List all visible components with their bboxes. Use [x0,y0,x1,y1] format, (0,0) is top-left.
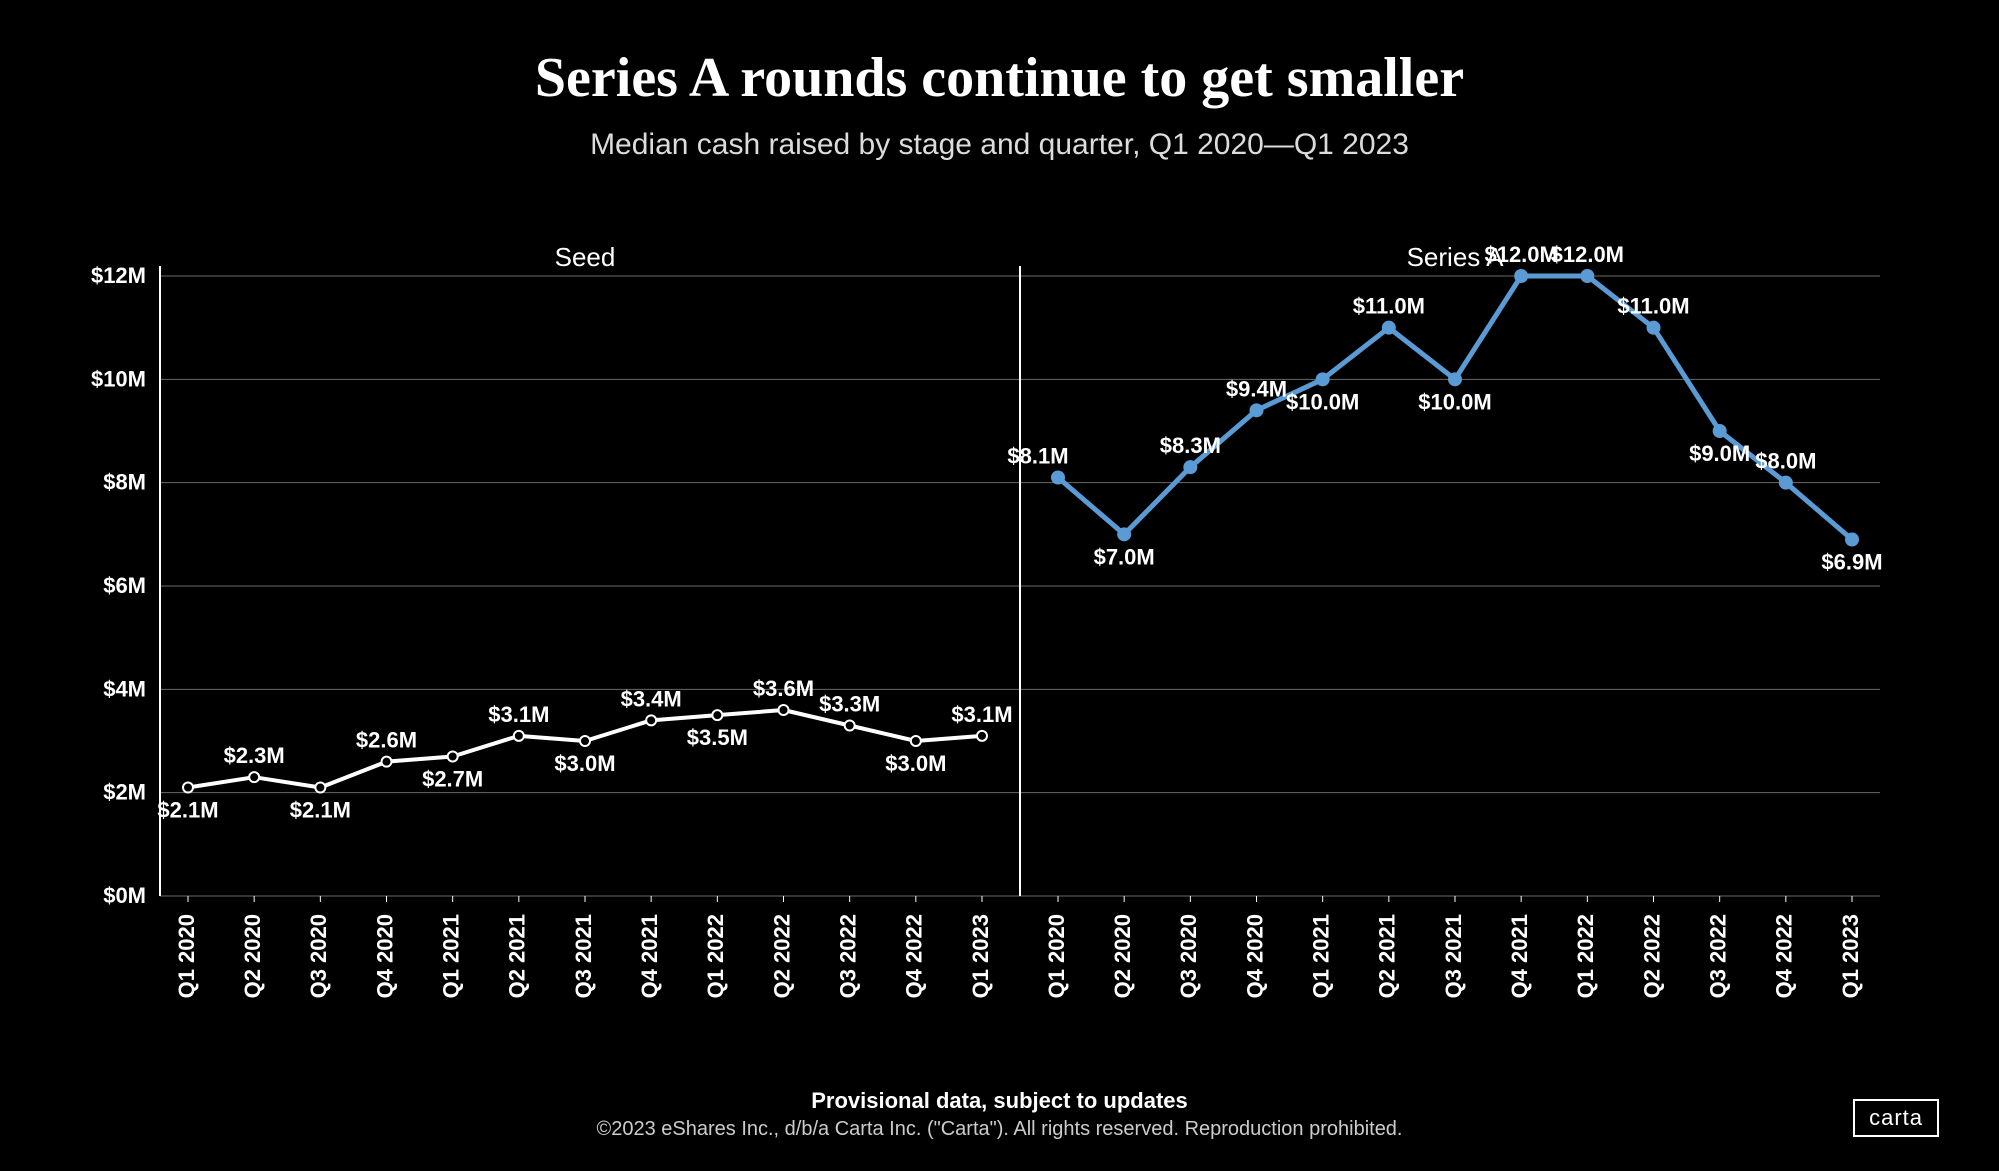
svg-text:$3.3M: $3.3M [819,692,880,717]
svg-text:Q1 2021: Q1 2021 [1308,914,1333,998]
svg-text:$2.6M: $2.6M [356,728,417,753]
svg-text:$10.0M: $10.0M [1418,389,1491,414]
svg-text:Q4 2020: Q4 2020 [372,914,397,998]
svg-text:Q1 2022: Q1 2022 [703,914,728,998]
svg-text:$2.1M: $2.1M [157,798,218,823]
svg-text:Q3 2022: Q3 2022 [835,914,860,998]
chart-area: $0M$2M$4M$6M$8M$10M$12MSeed$2.1M$2.3M$2.… [160,246,1920,986]
chart-subtitle: Median cash raised by stage and quarter,… [0,128,1999,162]
svg-text:Q2 2020: Q2 2020 [240,914,265,998]
svg-text:Q2 2022: Q2 2022 [769,914,794,998]
svg-text:$11.0M: $11.0M [1353,294,1425,319]
svg-text:Q1 2021: Q1 2021 [438,914,463,998]
svg-text:Q1 2020: Q1 2020 [1044,914,1069,998]
svg-text:Q2 2021: Q2 2021 [1375,914,1400,998]
svg-text:$3.1M: $3.1M [951,702,1012,727]
svg-text:$8.3M: $8.3M [1160,433,1221,458]
svg-text:Q2 2020: Q2 2020 [1110,914,1135,998]
svg-text:$8M: $8M [103,470,146,495]
chart-title: Series A rounds continue to get smaller [0,46,1999,110]
footer-copyright: ©2023 eShares Inc., d/b/a Carta Inc. ("C… [0,1118,1999,1141]
svg-text:$6.9M: $6.9M [1821,550,1882,575]
svg-text:$3.0M: $3.0M [554,751,615,776]
svg-text:$8.0M: $8.0M [1755,449,1816,474]
svg-text:$12.0M: $12.0M [1484,242,1557,267]
chart-footer: Provisional data, subject to updates ©20… [0,1088,1999,1141]
svg-text:$3.5M: $3.5M [687,725,748,750]
svg-text:Q3 2020: Q3 2020 [306,914,331,998]
svg-text:$8.1M: $8.1M [1007,444,1068,469]
svg-text:$2.1M: $2.1M [290,798,351,823]
svg-text:Seed: Seed [555,242,616,272]
svg-text:Q3 2022: Q3 2022 [1705,914,1730,998]
svg-text:Q1 2023: Q1 2023 [1838,914,1863,998]
svg-text:$12M: $12M [91,263,146,288]
svg-text:$3.6M: $3.6M [753,676,814,701]
svg-text:$12.0M: $12.0M [1551,242,1624,267]
svg-text:$11.0M: $11.0M [1617,294,1689,319]
svg-text:$0M: $0M [103,883,146,908]
svg-text:$2.7M: $2.7M [422,767,483,792]
svg-text:Q3 2021: Q3 2021 [1441,914,1466,998]
svg-text:Q4 2021: Q4 2021 [1507,914,1532,998]
svg-text:Q1 2022: Q1 2022 [1573,914,1598,998]
svg-text:Q2 2021: Q2 2021 [505,914,530,998]
svg-text:Q1 2020: Q1 2020 [174,914,199,998]
svg-text:$6M: $6M [103,573,146,598]
carta-logo: carta [1853,1099,1939,1137]
svg-text:$9.4M: $9.4M [1226,376,1287,401]
svg-text:$2.3M: $2.3M [224,743,285,768]
svg-text:$7.0M: $7.0M [1094,544,1155,569]
svg-text:Q3 2020: Q3 2020 [1176,914,1201,998]
svg-text:$4M: $4M [103,676,146,701]
svg-text:Q4 2022: Q4 2022 [1772,914,1797,998]
svg-text:$10.0M: $10.0M [1286,389,1359,414]
svg-text:$9.0M: $9.0M [1689,441,1750,466]
svg-text:$3.4M: $3.4M [621,686,682,711]
svg-text:$3.0M: $3.0M [885,751,946,776]
svg-text:$3.1M: $3.1M [488,702,549,727]
svg-text:$10M: $10M [91,366,146,391]
svg-text:Q4 2020: Q4 2020 [1242,914,1267,998]
svg-text:Q2 2022: Q2 2022 [1639,914,1664,998]
svg-text:Q4 2022: Q4 2022 [902,914,927,998]
svg-text:$2M: $2M [103,780,146,805]
svg-text:Q1 2023: Q1 2023 [968,914,993,998]
svg-text:Q4 2021: Q4 2021 [637,914,662,998]
footer-provisional: Provisional data, subject to updates [0,1088,1999,1114]
svg-text:Q3 2021: Q3 2021 [571,914,596,998]
